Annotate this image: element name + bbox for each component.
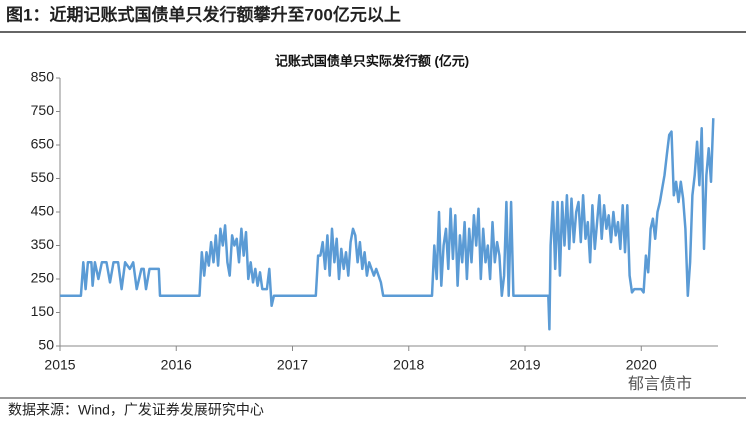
x-tick-label: 2016	[161, 357, 192, 373]
series-line	[60, 118, 715, 331]
x-tick-label: 2020	[626, 357, 657, 373]
y-tick-label: 550	[31, 169, 55, 185]
figure-title: 图1：近期记账式国债单只发行额攀升至700亿元以上	[6, 4, 401, 24]
watermark: 郁言债市	[628, 375, 692, 393]
y-tick-label: 150	[31, 303, 55, 319]
y-tick-label: 450	[31, 203, 55, 219]
y-tick-label: 50	[38, 337, 54, 353]
x-tick-label: 2017	[277, 357, 308, 373]
source-note: 数据来源：Wind，广发证券发展研究中心	[8, 402, 264, 418]
y-tick-label: 250	[31, 270, 55, 286]
y-tick-label: 350	[31, 236, 55, 252]
y-tick-label: 650	[31, 136, 55, 152]
x-tick-label: 2018	[393, 357, 424, 373]
y-tick-label: 850	[31, 69, 55, 85]
y-tick-label: 750	[31, 102, 55, 118]
x-tick-label: 2015	[44, 357, 75, 373]
chart-title: 记账式国债单只实际发行额 (亿元)	[275, 53, 469, 68]
x-tick-label: 2019	[509, 357, 540, 373]
